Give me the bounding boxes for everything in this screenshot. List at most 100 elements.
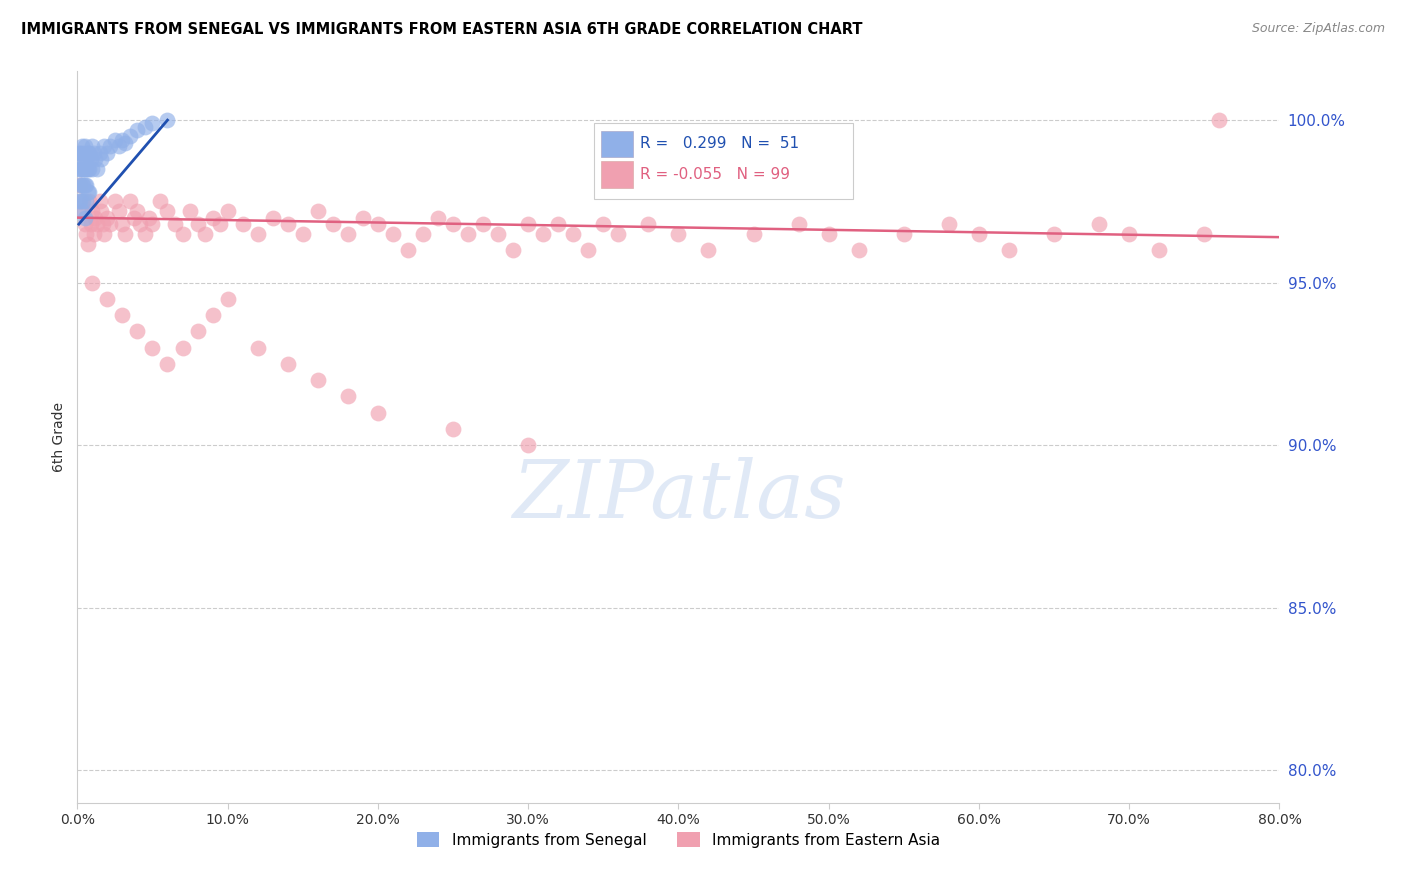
Point [75,152,97,166]
Point [381,227,404,241]
Point [73,178,96,193]
Point [127,325,149,339]
Point [186,217,209,231]
Point [124,211,146,225]
Text: R = -0.055   N = 99: R = -0.055 N = 99 [640,167,790,182]
Point [156,204,179,219]
Point [70,204,93,219]
Point [86,217,108,231]
Point [141,341,163,355]
Point [82,139,104,153]
Point [82,204,104,219]
Point [412,227,434,241]
Text: R =   0.299   N =  51: R = 0.299 N = 51 [640,136,799,151]
Point [79,145,101,160]
Point [69,178,91,193]
Point [138,211,160,225]
Point [89,145,111,160]
Point [96,292,118,306]
Text: Source: ZipAtlas.com: Source: ZipAtlas.com [1251,22,1385,36]
Point [72,194,94,209]
Point [848,243,870,257]
Point [277,217,299,231]
Point [817,227,839,241]
Point [134,227,156,241]
Point [517,217,540,231]
Point [246,227,269,241]
Point [262,211,284,225]
Point [70,152,93,166]
Point [79,161,101,176]
Point [217,292,239,306]
Point [89,194,111,209]
Point [547,217,569,231]
Point [502,243,524,257]
Point [562,227,585,241]
Point [291,227,314,241]
Point [531,227,554,241]
Point [75,178,97,193]
Point [742,227,765,241]
Point [73,211,96,225]
Point [96,211,118,225]
Text: IMMIGRANTS FROM SENEGAL VS IMMIGRANTS FROM EASTERN ASIA 6TH GRADE CORRELATION CH: IMMIGRANTS FROM SENEGAL VS IMMIGRANTS FR… [21,22,863,37]
Point [70,194,93,209]
Point [457,227,479,241]
Point [486,227,509,241]
Point [93,139,115,153]
Point [209,217,232,231]
Point [1194,227,1216,241]
Point [70,178,93,193]
Point [69,161,91,176]
Point [156,357,179,371]
Point [246,341,269,355]
Text: ZIPatlas: ZIPatlas [512,457,845,534]
Point [111,308,134,322]
Point [76,161,98,176]
Point [998,243,1021,257]
Point [179,204,201,219]
Point [697,243,720,257]
Point [217,204,239,219]
Point [127,123,149,137]
Point [127,204,149,219]
Point [69,145,91,160]
Point [232,217,254,231]
Point [83,227,105,241]
Point [70,139,93,153]
Point [111,133,134,147]
Point [277,357,299,371]
Point [367,217,389,231]
Point [86,161,108,176]
Point [108,204,131,219]
Point [93,227,115,241]
Point [108,139,131,153]
Point [70,161,93,176]
Point [787,217,810,231]
Point [201,211,224,225]
Point [592,217,614,231]
Point [186,325,209,339]
Point [149,194,172,209]
Point [84,211,107,225]
Point [104,133,127,147]
Point [517,438,540,452]
Point [637,217,659,231]
Point [72,178,94,193]
Point [91,217,114,231]
Point [100,217,122,231]
Point [1118,227,1140,241]
Point [1088,217,1111,231]
Point [1043,227,1066,241]
FancyBboxPatch shape [602,161,633,187]
Point [73,161,96,176]
Point [427,211,450,225]
Point [472,217,495,231]
Point [73,152,96,166]
Point [307,373,329,387]
Point [322,217,344,231]
Point [76,145,98,160]
Point [100,139,122,153]
Point [73,217,96,231]
Point [156,113,179,128]
